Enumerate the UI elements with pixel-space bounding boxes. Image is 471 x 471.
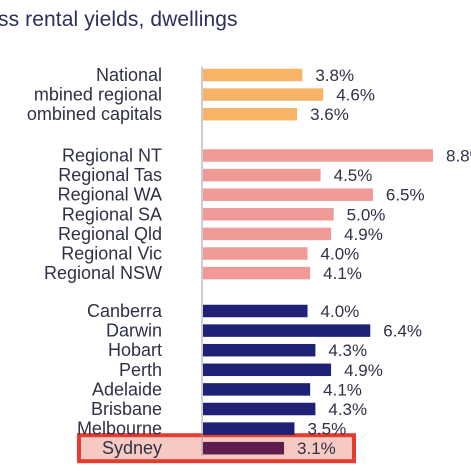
value-label-regional-sa: 5.0% bbox=[347, 205, 386, 224]
chart-title: ss rental yields, dwellings bbox=[0, 8, 238, 31]
value-label-regional-nsw: 4.1% bbox=[323, 264, 362, 283]
bar-hobart bbox=[203, 343, 316, 357]
category-label-regional-sa: Regional SA bbox=[62, 204, 162, 224]
bar-perth bbox=[203, 363, 332, 377]
category-label-ombined-capitals: ombined capitals bbox=[27, 104, 162, 124]
value-label-regional-vic: 4.0% bbox=[321, 245, 360, 264]
value-label-canberra: 4.0% bbox=[321, 302, 360, 321]
value-label-adelaide: 4.1% bbox=[323, 380, 362, 399]
category-label-sydney: Sydney bbox=[102, 438, 162, 458]
value-label-darwin: 6.4% bbox=[383, 322, 422, 341]
bar-melbourne bbox=[203, 422, 295, 435]
category-label-regional-tas: Regional Tas bbox=[58, 165, 162, 185]
value-label-regional-wa: 6.5% bbox=[386, 186, 425, 205]
value-label-regional-tas: 4.5% bbox=[334, 166, 373, 185]
value-label-mbined-regional: 4.6% bbox=[336, 86, 375, 105]
category-label-regional-vic: Regional Vic bbox=[61, 244, 162, 264]
bar-regional-wa bbox=[203, 188, 373, 201]
value-label-national: 3.8% bbox=[315, 66, 354, 85]
value-label-hobart: 4.3% bbox=[328, 341, 367, 360]
bar-regional-nt bbox=[203, 149, 433, 162]
bar-regional-tas bbox=[203, 168, 321, 182]
category-label-brisbane: Brisbane bbox=[91, 399, 162, 419]
category-label-hobart: Hobart bbox=[108, 340, 162, 360]
category-label-darwin: Darwin bbox=[106, 321, 162, 341]
value-label-perth: 4.9% bbox=[344, 361, 383, 380]
category-label-regional-nt: Regional NT bbox=[62, 146, 162, 166]
value-label-brisbane: 4.3% bbox=[328, 400, 367, 419]
category-label-national: National bbox=[96, 65, 162, 85]
bar-mbined-regional bbox=[203, 88, 324, 101]
bar-ombined-capitals bbox=[203, 107, 298, 121]
bar-regional-qld bbox=[203, 227, 332, 241]
category-label-perth: Perth bbox=[119, 360, 162, 380]
value-label-ombined-capitals: 3.6% bbox=[310, 105, 349, 124]
category-label-melbourne: Melbourne bbox=[77, 419, 162, 439]
category-label-canberra: Canberra bbox=[87, 301, 163, 321]
bar-brisbane bbox=[203, 402, 316, 416]
category-label-adelaide: Adelaide bbox=[92, 379, 162, 399]
value-label-melbourne: 3.5% bbox=[307, 420, 346, 439]
category-label-regional-wa: Regional WA bbox=[58, 185, 162, 205]
value-label-sydney: 3.1% bbox=[297, 439, 336, 458]
value-labels: 3.8%4.6%3.6%8.8%4.5%6.5%5.0%4.9%4.0%4.1%… bbox=[297, 66, 471, 458]
bar-regional-nsw bbox=[203, 266, 311, 280]
bar-regional-vic bbox=[203, 247, 308, 260]
category-label-regional-nsw: Regional NSW bbox=[44, 263, 162, 283]
value-label-regional-nt: 8.8% bbox=[446, 147, 471, 166]
bar-sydney bbox=[203, 441, 285, 455]
category-label-regional-qld: Regional Qld bbox=[58, 224, 162, 244]
bar-regional-sa bbox=[203, 208, 334, 221]
value-label-regional-qld: 4.9% bbox=[344, 225, 383, 244]
bar-darwin bbox=[203, 324, 371, 337]
bar-adelaide bbox=[203, 383, 311, 396]
bars-layer bbox=[203, 68, 433, 455]
bar-canberra bbox=[203, 304, 308, 318]
category-label-mbined-regional: mbined regional bbox=[34, 85, 162, 105]
bar-national bbox=[203, 68, 303, 82]
